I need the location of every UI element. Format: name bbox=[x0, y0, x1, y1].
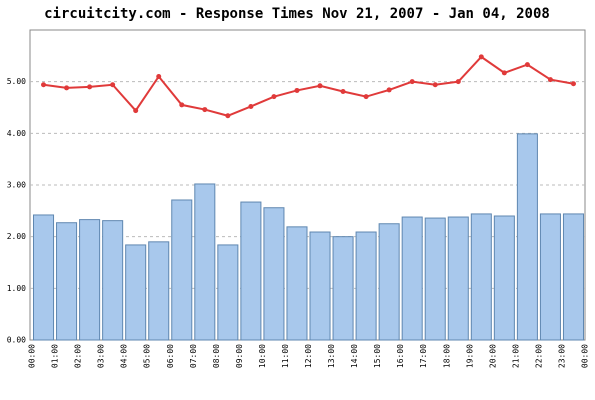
line-point bbox=[340, 88, 346, 94]
x-tick-label: 23:00 bbox=[557, 344, 566, 368]
x-tick-label: 13:00 bbox=[327, 344, 336, 368]
line-point bbox=[248, 103, 254, 109]
x-tick-label: 20:00 bbox=[488, 344, 497, 368]
bar bbox=[378, 223, 400, 341]
x-tick-label: 15:00 bbox=[373, 344, 382, 368]
bar bbox=[562, 213, 584, 341]
bar bbox=[56, 222, 78, 341]
bar bbox=[516, 133, 538, 341]
bar bbox=[355, 231, 377, 341]
line-point bbox=[156, 74, 162, 79]
line-point bbox=[41, 82, 47, 88]
line-point bbox=[524, 62, 530, 68]
line-point bbox=[271, 94, 277, 100]
line-point bbox=[225, 113, 231, 119]
x-tick-label: 07:00 bbox=[189, 344, 198, 368]
bar bbox=[240, 201, 262, 341]
y-tick-label: 5.00 bbox=[7, 77, 26, 86]
y-tick-label: 2.00 bbox=[7, 232, 26, 241]
x-tick-label: 09:00 bbox=[235, 344, 244, 368]
x-tick-label: 03:00 bbox=[97, 344, 106, 368]
bar bbox=[171, 199, 193, 341]
x-tick-label: 16:00 bbox=[396, 344, 405, 368]
x-tick-label: 11:00 bbox=[281, 344, 290, 368]
line-point bbox=[110, 82, 116, 88]
x-tick-label: 00:00 bbox=[581, 344, 590, 368]
x-tick-label: 06:00 bbox=[166, 344, 175, 368]
x-tick-label: 22:00 bbox=[534, 344, 543, 368]
line-point bbox=[179, 102, 185, 108]
x-tick-label: 01:00 bbox=[51, 344, 60, 368]
y-tick-label: 4.00 bbox=[7, 129, 26, 138]
bar bbox=[401, 216, 423, 341]
chart-title: circuitcity.com - Response Times Nov 21,… bbox=[44, 6, 550, 22]
bar bbox=[217, 244, 239, 341]
bar bbox=[447, 216, 469, 341]
x-tick-label: 14:00 bbox=[350, 344, 359, 368]
bar bbox=[79, 219, 101, 341]
y-tick-label: 1.00 bbox=[7, 284, 26, 293]
bar bbox=[470, 213, 492, 341]
bar bbox=[332, 236, 354, 341]
bar bbox=[33, 214, 55, 341]
bar bbox=[148, 241, 170, 341]
x-tick-label: 08:00 bbox=[212, 344, 221, 368]
line-point bbox=[386, 87, 392, 93]
line-point bbox=[501, 70, 507, 76]
x-tick-label: 12:00 bbox=[304, 344, 313, 368]
bar bbox=[493, 215, 515, 341]
line-point bbox=[547, 77, 553, 83]
bar bbox=[286, 226, 308, 341]
line-point bbox=[64, 85, 70, 91]
line-point bbox=[87, 84, 93, 90]
x-tick-label: 17:00 bbox=[419, 344, 428, 368]
line-point bbox=[294, 87, 300, 93]
line-point bbox=[455, 79, 461, 85]
line-point bbox=[317, 83, 323, 89]
line-point bbox=[570, 81, 576, 87]
line-point bbox=[478, 54, 484, 60]
x-tick-label: 21:00 bbox=[511, 344, 520, 368]
line-point bbox=[432, 82, 438, 88]
x-tick-label: 00:00 bbox=[28, 344, 37, 368]
x-tick-label: 02:00 bbox=[74, 344, 83, 368]
x-tick-label: 04:00 bbox=[120, 344, 129, 368]
bar bbox=[125, 244, 147, 341]
line-point bbox=[409, 79, 415, 85]
bar bbox=[263, 207, 285, 341]
line-point bbox=[363, 94, 369, 100]
bar bbox=[102, 220, 124, 341]
bar bbox=[424, 217, 446, 341]
line bbox=[43, 55, 574, 117]
y-tick-label: 3.00 bbox=[7, 181, 26, 190]
y-tick-label: 0.00 bbox=[7, 336, 26, 345]
line-point bbox=[133, 108, 139, 114]
x-tick-label: 10:00 bbox=[258, 344, 267, 368]
bar bbox=[309, 231, 331, 341]
line-point bbox=[202, 107, 208, 113]
x-tick-label: 19:00 bbox=[465, 344, 474, 368]
x-tick-label: 05:00 bbox=[143, 344, 152, 368]
bar bbox=[539, 213, 561, 341]
bar bbox=[194, 183, 216, 341]
x-tick-label: 18:00 bbox=[442, 344, 451, 368]
